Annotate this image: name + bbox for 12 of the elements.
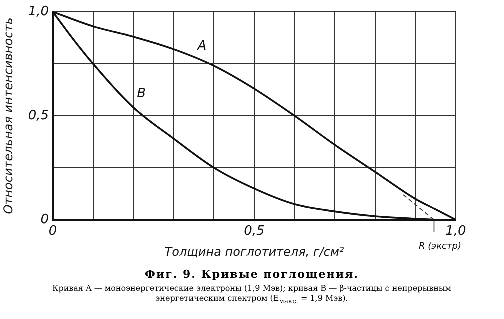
y-tick-label: 0 (40, 212, 49, 228)
text: Кривая A — моноэнергетические электроны (1,9 Мэв); кривая B — β-частицы с непрерывным энергетическим спектром (E$_{макс.}$ = 1,9 Мэв). (52, 283, 452, 306)
annotation: R (экстр) (419, 242, 462, 252)
series-label: A (196, 39, 207, 54)
y-tick-label: 0,5 (28, 108, 49, 124)
y-axis-title: Относительная интенсивность (1, 18, 16, 214)
series-label: B (137, 86, 146, 102)
y-tick-label: 1,0 (28, 4, 49, 20)
x-tick-label: 0,5 (244, 224, 265, 240)
text: Фиг. 9. Кривые поглощения. (144, 268, 360, 281)
x-tick-label: 1,0 (446, 224, 466, 240)
x-axis-title: Толщина поглотителя, г/см² (164, 244, 344, 259)
